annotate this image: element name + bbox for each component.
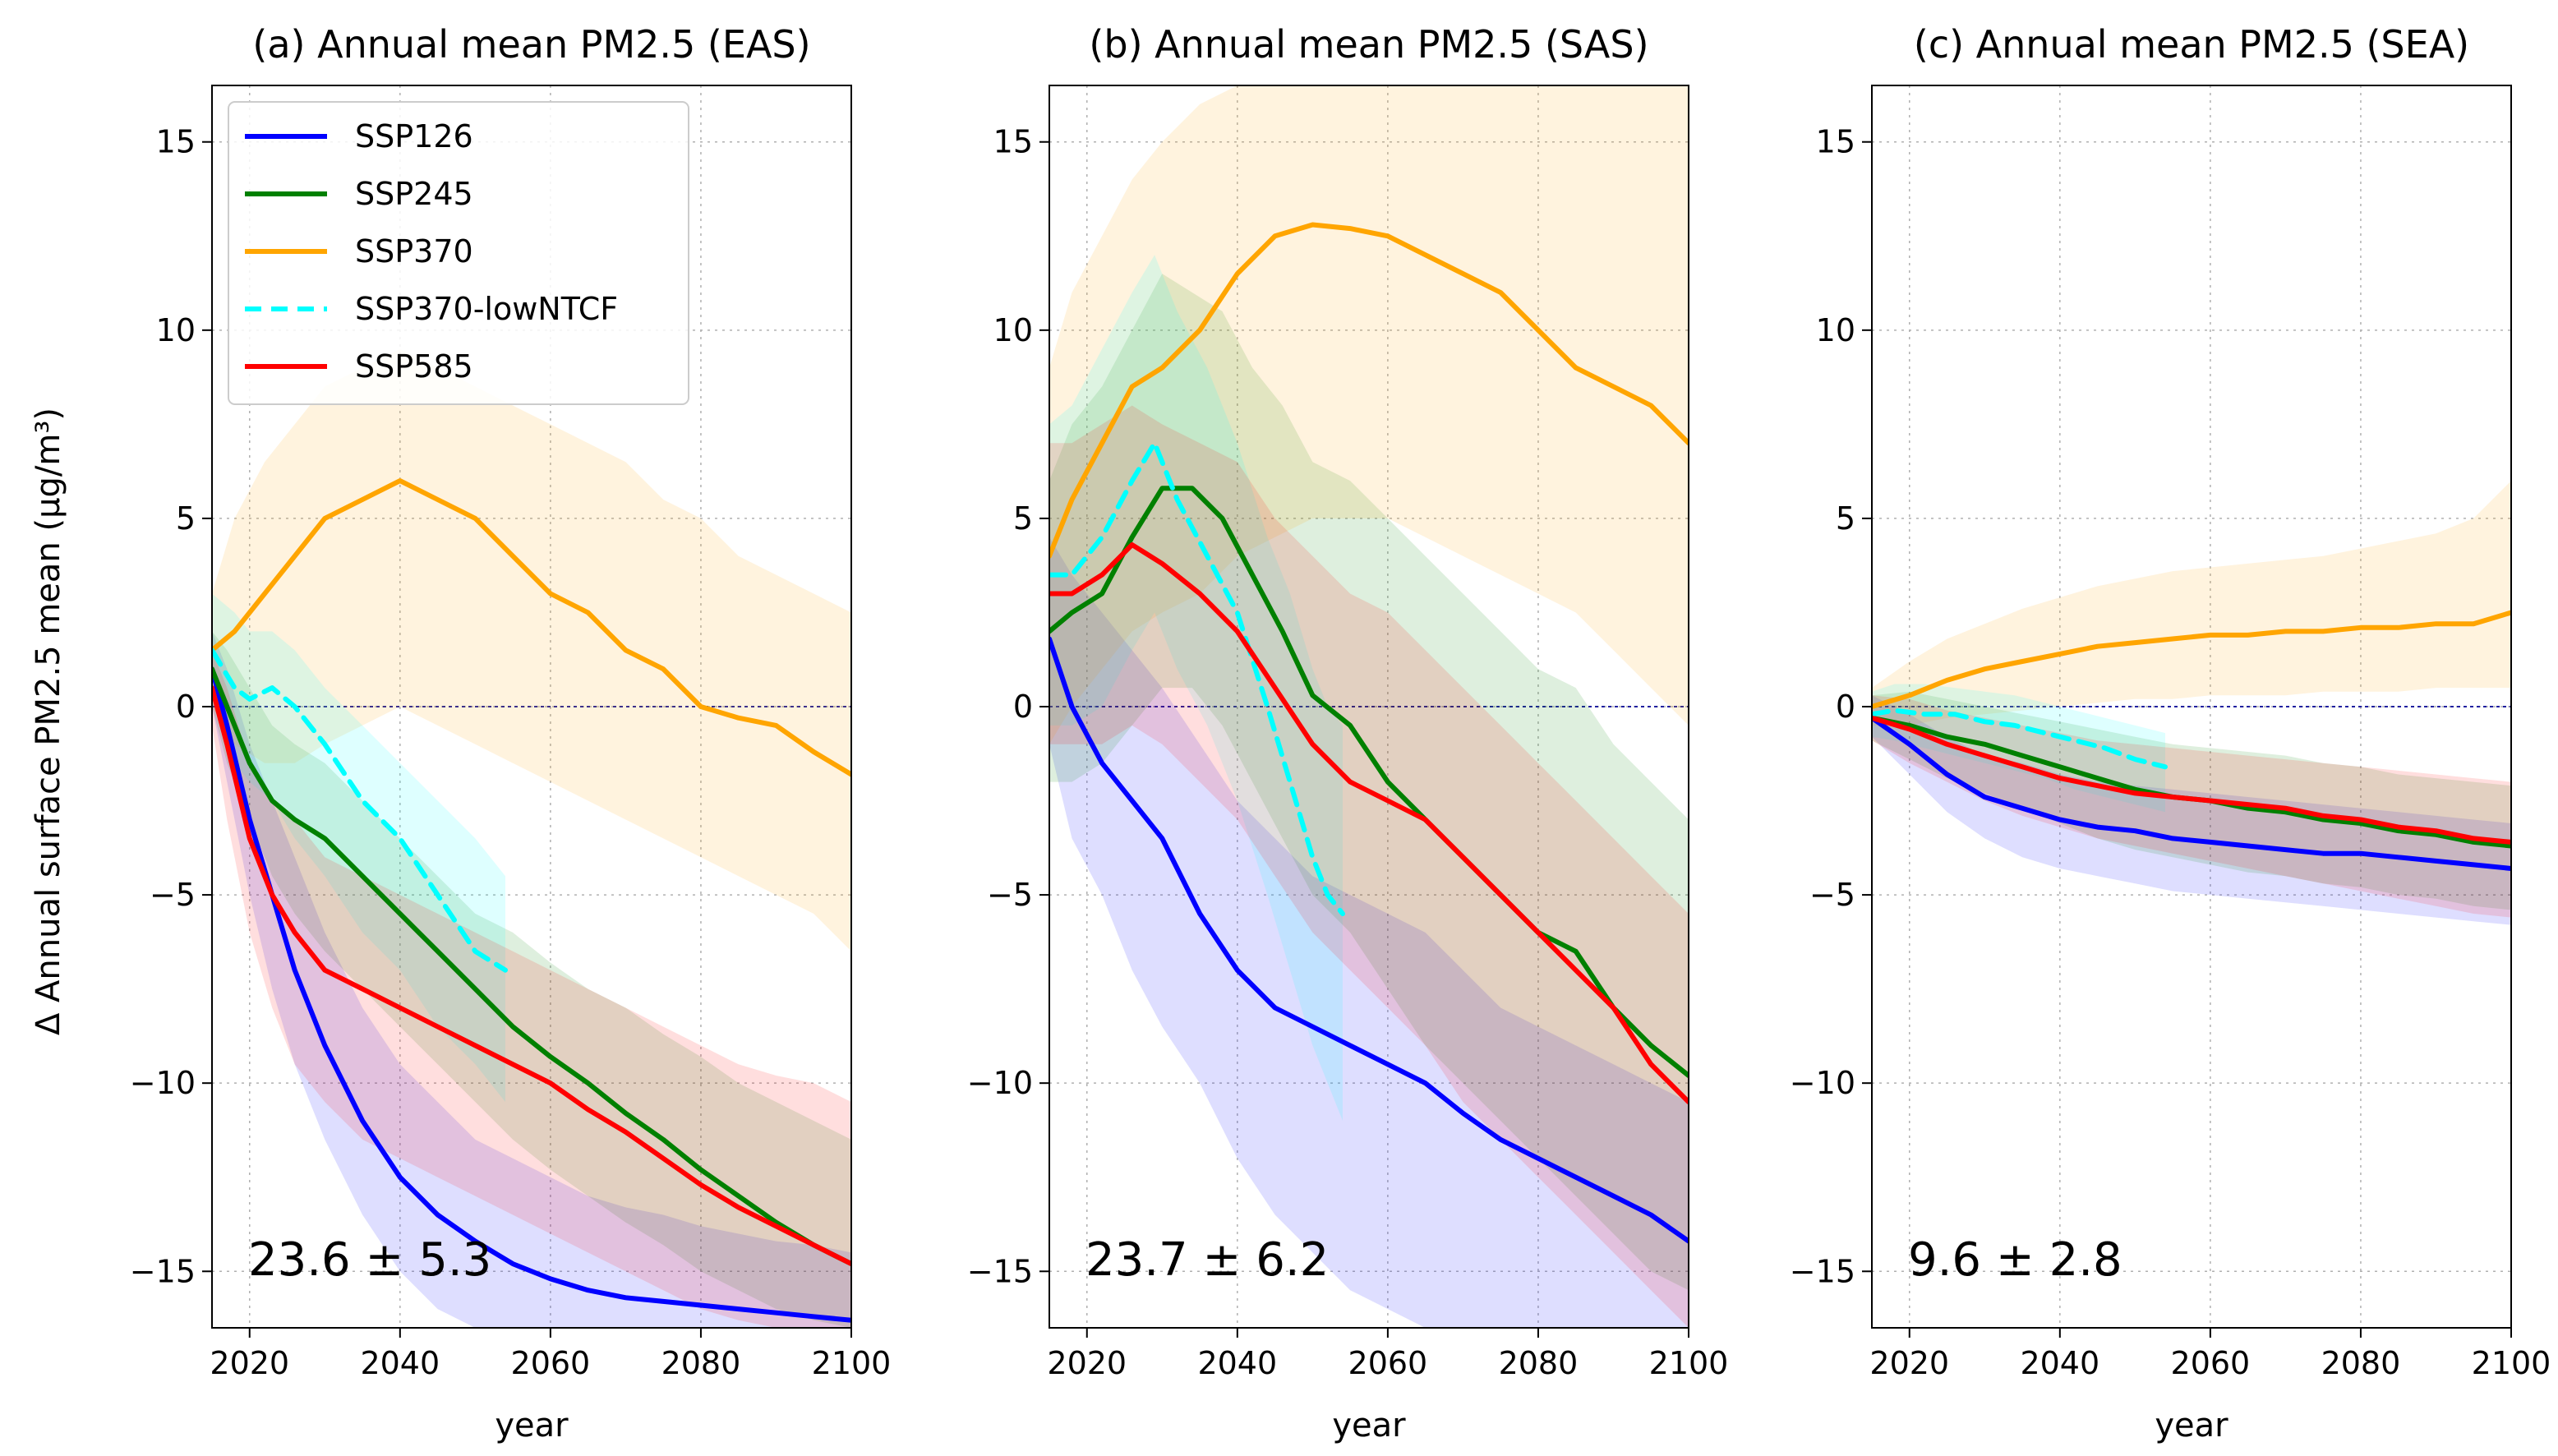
y-tick-label: 10 bbox=[1816, 312, 1855, 348]
y-tick-label: 5 bbox=[1013, 500, 1033, 537]
y-tick-label: −5 bbox=[987, 877, 1033, 913]
line-ssp370-lowntcf bbox=[1049, 440, 1345, 916]
x-tick-label: 2020 bbox=[1047, 1345, 1127, 1381]
y-tick-label: 10 bbox=[156, 312, 196, 348]
y-tick-label: −5 bbox=[150, 877, 196, 913]
band-ssp126 bbox=[1049, 537, 1689, 1328]
band-ssp370-lowntcf bbox=[212, 593, 505, 1103]
band-ssp126 bbox=[212, 631, 851, 1328]
panel-sea-x-axis-label: year bbox=[2155, 1407, 2228, 1444]
panel-sas-y-ticks: 15 10 5 0 −5 −10 −15 bbox=[967, 124, 1049, 1289]
panel-sea: 15 10 5 0 −5 −10 −15 2020 2040 2060 2080 2100 (c) … bbox=[1790, 22, 2551, 1444]
panel-sas-annotation: 23.7 ± 6.2 bbox=[1085, 1233, 1329, 1287]
y-tick-label: −5 bbox=[1809, 877, 1855, 913]
panel-sea-lines bbox=[1872, 610, 2511, 871]
y-tick-label: 0 bbox=[1836, 689, 1855, 725]
band-ssp370 bbox=[1872, 481, 2511, 726]
y-tick-label: −15 bbox=[130, 1253, 196, 1289]
panel-eas-annotation: 23.6 ± 5.3 bbox=[248, 1233, 491, 1287]
x-tick-label: 2080 bbox=[2321, 1345, 2401, 1381]
panel-eas-lines bbox=[212, 478, 851, 1323]
legend-label-ssp245: SSP245 bbox=[355, 176, 473, 212]
legend-label-ssp370: SSP370 bbox=[355, 233, 473, 270]
panel-sas: 15 10 5 0 −5 −10 −15 2020 2040 2060 2080 2100 (b) … bbox=[967, 22, 1729, 1444]
x-tick-label: 2040 bbox=[2020, 1345, 2099, 1381]
line-ssp370-lowntcf bbox=[1872, 707, 2168, 770]
band-ssp126 bbox=[1872, 695, 2511, 925]
y-tick-label: 5 bbox=[176, 500, 196, 537]
y-axis-label: Δ Annual surface PM2.5 mean (μg/m³) bbox=[30, 408, 67, 1035]
panel-sea-x-ticks: 2020 2040 2060 2080 2100 bbox=[1869, 1328, 2551, 1381]
y-tick-label: 15 bbox=[1816, 124, 1855, 160]
legend-label-ssp126: SSP126 bbox=[355, 118, 473, 154]
band-ssp245 bbox=[212, 631, 851, 1328]
panel-sas-bands bbox=[1049, 85, 1689, 1328]
legend-box bbox=[228, 101, 689, 405]
panel-sas-x-ticks: 2020 2040 2060 2080 2100 bbox=[1047, 1328, 1728, 1381]
line-ssp370 bbox=[1049, 222, 1689, 559]
band-ssp370 bbox=[212, 348, 851, 951]
y-tick-label: −15 bbox=[967, 1253, 1033, 1289]
x-tick-label: 2080 bbox=[661, 1345, 741, 1381]
panel-sea-annotation: 9.6 ± 2.8 bbox=[1908, 1233, 2122, 1287]
panel-sas-title: (b) Annual mean PM2.5 (SAS) bbox=[1089, 22, 1648, 67]
band-ssp585 bbox=[1872, 695, 2511, 918]
x-tick-label: 2040 bbox=[1197, 1345, 1277, 1381]
panel-eas-title: (a) Annual mean PM2.5 (EAS) bbox=[252, 22, 810, 67]
line-ssp585 bbox=[212, 685, 851, 1267]
y-tick-label: −10 bbox=[1790, 1065, 1855, 1101]
y-tick-label: 10 bbox=[993, 312, 1033, 348]
x-tick-label: 2040 bbox=[360, 1345, 440, 1381]
line-ssp245 bbox=[1049, 486, 1689, 1078]
line-ssp370 bbox=[1872, 610, 2511, 709]
x-tick-label: 2020 bbox=[1869, 1345, 1949, 1381]
y-tick-label: 5 bbox=[1836, 500, 1855, 537]
panel-sea-y-ticks: 15 10 5 0 −5 −10 −15 bbox=[1790, 124, 1872, 1289]
panel-eas-bands bbox=[212, 348, 851, 1328]
line-ssp370-lowntcf bbox=[212, 647, 508, 973]
band-ssp585 bbox=[1049, 405, 1689, 1328]
y-tick-label: 0 bbox=[1013, 689, 1033, 725]
x-tick-label: 2080 bbox=[1499, 1345, 1579, 1381]
band-ssp245 bbox=[1049, 274, 1689, 1291]
x-tick-label: 2060 bbox=[2171, 1345, 2251, 1381]
band-ssp370-lowntcf bbox=[1872, 684, 2165, 813]
x-tick-label: 2060 bbox=[511, 1345, 591, 1381]
y-tick-label: −10 bbox=[130, 1065, 196, 1101]
x-tick-label: 2100 bbox=[1649, 1345, 1729, 1381]
y-tick-label: −15 bbox=[1790, 1253, 1855, 1289]
line-ssp370 bbox=[212, 478, 851, 777]
y-tick-label: 0 bbox=[176, 689, 196, 725]
band-ssp370-lowntcf bbox=[1049, 255, 1343, 1122]
line-ssp585 bbox=[1872, 715, 2511, 845]
line-ssp126 bbox=[1049, 636, 1689, 1244]
line-ssp245 bbox=[212, 666, 851, 1267]
panel-sas-x-axis-label: year bbox=[1332, 1407, 1406, 1444]
panel-eas-y-ticks: 15 10 5 0 −5 −10 −15 bbox=[130, 124, 212, 1289]
panel-sas-lines bbox=[1049, 222, 1689, 1244]
panel-sea-title: (c) Annual mean PM2.5 (SEA) bbox=[1914, 22, 2469, 67]
x-tick-label: 2020 bbox=[210, 1345, 289, 1381]
legend: SSP126 SSP245 SSP370 SSP370-lowNTCF SSP585 bbox=[228, 101, 689, 405]
y-tick-label: 15 bbox=[993, 124, 1033, 160]
panel-eas: 15 10 5 0 −5 −10 −15 2020 2040 2060 2080 2100 (a) … bbox=[130, 22, 892, 1444]
legend-label-ssp585: SSP585 bbox=[355, 348, 473, 385]
panel-eas-x-ticks: 2020 2040 2060 2080 2100 bbox=[210, 1328, 891, 1381]
x-tick-label: 2100 bbox=[812, 1345, 892, 1381]
x-tick-label: 2060 bbox=[1348, 1345, 1428, 1381]
band-ssp585 bbox=[212, 650, 851, 1328]
line-ssp585 bbox=[1049, 542, 1689, 1105]
line-ssp126 bbox=[1872, 715, 2511, 871]
legend-label-ssp370-lowntcf: SSP370-lowNTCF bbox=[355, 291, 618, 327]
y-tick-label: −10 bbox=[967, 1065, 1033, 1101]
line-ssp126 bbox=[212, 666, 851, 1323]
y-tick-label: 15 bbox=[156, 124, 196, 160]
x-tick-label: 2100 bbox=[2472, 1345, 2551, 1381]
panel-eas-x-axis-label: year bbox=[495, 1407, 569, 1444]
band-ssp370 bbox=[1049, 85, 1689, 744]
